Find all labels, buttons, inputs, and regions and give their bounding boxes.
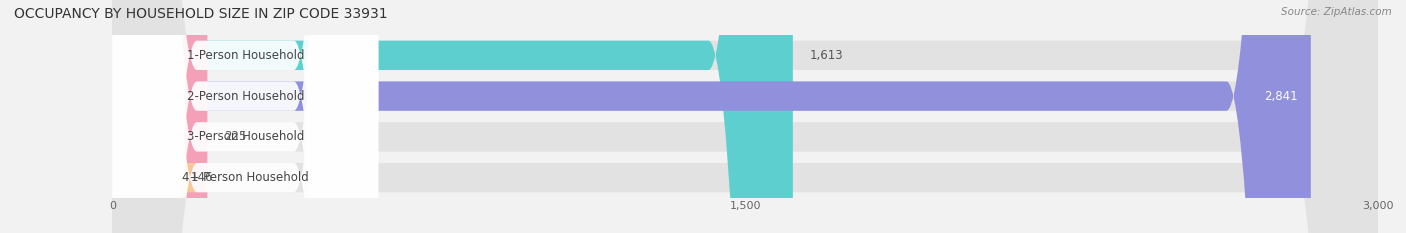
FancyBboxPatch shape (112, 0, 378, 233)
FancyBboxPatch shape (112, 0, 1378, 233)
Text: OCCUPANCY BY HOUSEHOLD SIZE IN ZIP CODE 33931: OCCUPANCY BY HOUSEHOLD SIZE IN ZIP CODE … (14, 7, 388, 21)
Text: 2,841: 2,841 (1264, 90, 1298, 103)
FancyBboxPatch shape (112, 0, 1378, 233)
Text: 4+ Person Household: 4+ Person Household (181, 171, 309, 184)
FancyBboxPatch shape (112, 0, 1378, 233)
FancyBboxPatch shape (90, 0, 197, 233)
FancyBboxPatch shape (112, 0, 378, 233)
Text: 3-Person Household: 3-Person Household (187, 130, 304, 143)
FancyBboxPatch shape (112, 0, 378, 233)
Text: 1-Person Household: 1-Person Household (187, 49, 304, 62)
FancyBboxPatch shape (112, 0, 1378, 233)
FancyBboxPatch shape (112, 0, 378, 233)
Text: Source: ZipAtlas.com: Source: ZipAtlas.com (1281, 7, 1392, 17)
Text: 1,613: 1,613 (810, 49, 844, 62)
FancyBboxPatch shape (112, 0, 208, 233)
Text: 2-Person Household: 2-Person Household (187, 90, 304, 103)
Text: 225: 225 (225, 130, 246, 143)
Text: 146: 146 (191, 171, 214, 184)
FancyBboxPatch shape (112, 0, 793, 233)
FancyBboxPatch shape (112, 0, 1310, 233)
